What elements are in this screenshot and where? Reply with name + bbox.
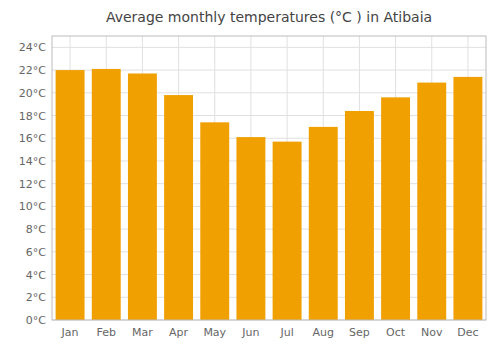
- bar: [381, 97, 410, 320]
- y-tick-label: 6°C: [26, 246, 46, 259]
- bar: [92, 69, 121, 320]
- x-tick-label: Feb: [97, 326, 116, 339]
- x-tick-label: Jan: [61, 326, 79, 339]
- x-tick-label: Aug: [313, 326, 334, 339]
- y-tick-label: 24°C: [19, 41, 46, 54]
- x-tick-label: May: [203, 326, 226, 339]
- x-tick-label: Mar: [132, 326, 153, 339]
- bar: [236, 137, 265, 320]
- bar: [200, 122, 229, 320]
- y-grid-line: [52, 47, 486, 48]
- bar: [273, 142, 302, 320]
- chart-svg: Average monthly temperatures (°C ) in At…: [0, 0, 500, 350]
- title: Average monthly temperatures (°C ) in At…: [106, 9, 432, 25]
- chart-container: Average monthly temperatures (°C ) in At…: [0, 0, 500, 350]
- x-tick-label: Nov: [421, 326, 443, 339]
- bar: [345, 111, 374, 320]
- y-tick-label: 20°C: [19, 87, 46, 100]
- y-tick-label: 2°C: [26, 291, 46, 304]
- y-tick-label: 18°C: [19, 110, 46, 123]
- plot-frame: [52, 36, 486, 320]
- y-tick-label: 14°C: [19, 155, 46, 168]
- x-tick-label: Jul: [279, 326, 293, 339]
- y-tick-label: 8°C: [26, 223, 46, 236]
- bar: [309, 127, 338, 320]
- y-tick-label: 0°C: [26, 314, 46, 327]
- bar: [453, 77, 482, 320]
- x-tick-label: Oct: [386, 326, 406, 339]
- x-tick-label: Dec: [457, 326, 478, 339]
- grid: [52, 36, 486, 320]
- x-tick-label: Apr: [169, 326, 189, 339]
- x-tick-label: Jun: [241, 326, 259, 339]
- y-tick-label: 10°C: [19, 200, 46, 213]
- x-tick-label: Sep: [349, 326, 370, 339]
- y-tick-label: 22°C: [19, 64, 46, 77]
- y-tick-label: 16°C: [19, 132, 46, 145]
- bar: [56, 70, 85, 320]
- bar: [164, 95, 193, 320]
- bar: [417, 83, 446, 320]
- y-tick-label: 4°C: [26, 269, 46, 282]
- bar: [128, 73, 157, 320]
- y-tick-label: 12°C: [19, 178, 46, 191]
- bars: [56, 69, 483, 320]
